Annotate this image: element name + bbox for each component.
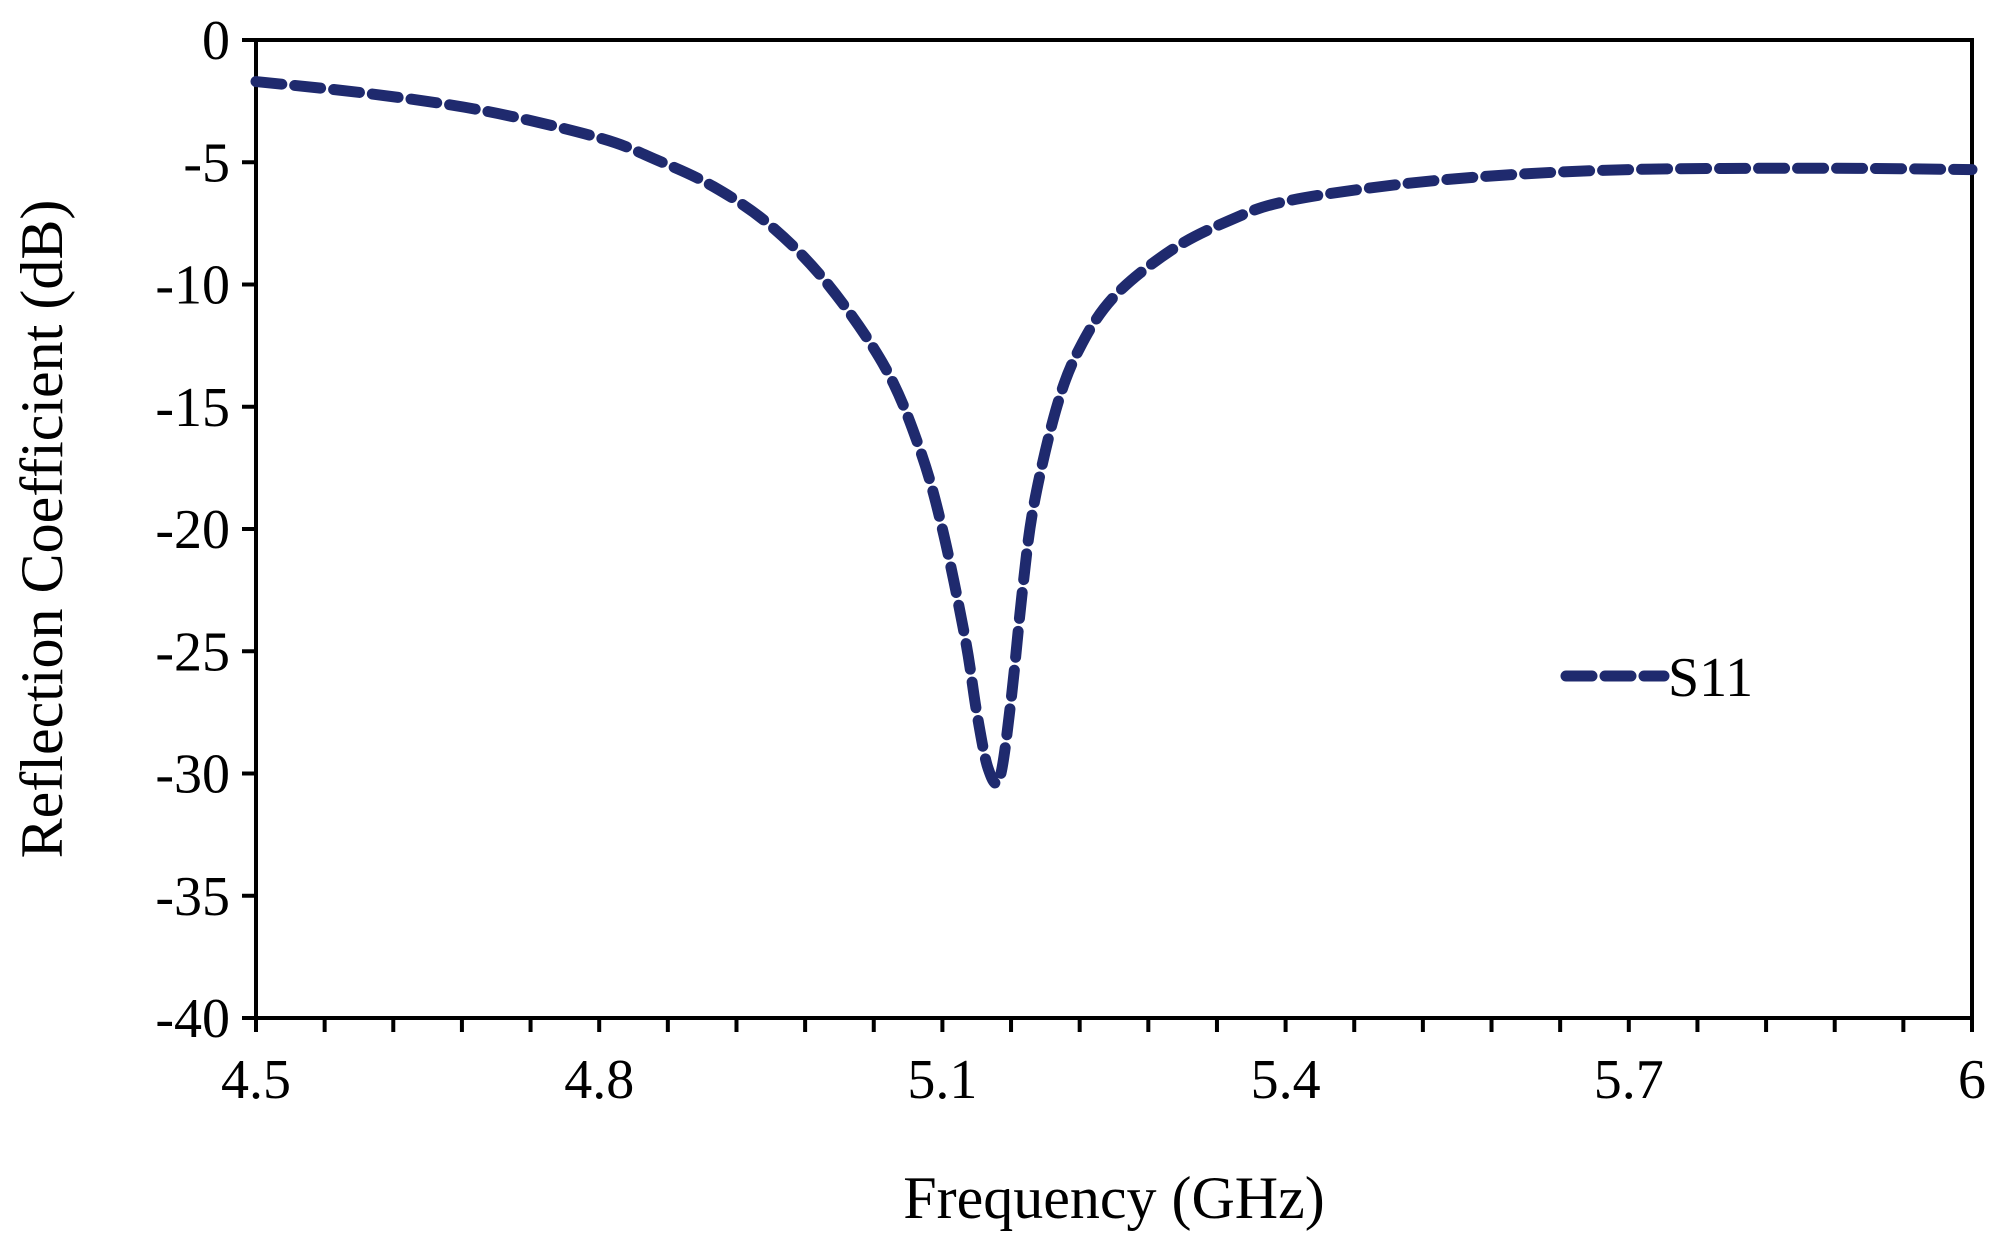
legend-label-s11: S11 [1668, 647, 1753, 709]
legend: S11 [1560, 647, 1753, 709]
y-tick-label: -35 [155, 866, 230, 928]
y-tick-label: -15 [155, 377, 230, 439]
x-tick-label: 5.7 [1594, 1049, 1664, 1111]
y-tick-label: 0 [202, 10, 230, 72]
x-tick-label: 4.5 [221, 1049, 291, 1111]
x-axis-title: Frequency (GHz) [903, 1165, 1325, 1231]
y-tick-label: -20 [155, 499, 230, 561]
y-tick-label: -40 [155, 988, 230, 1050]
y-tick-label: -30 [155, 744, 230, 806]
x-tick-label: 6 [1958, 1049, 1986, 1111]
series-line-s11 [250, 76, 1978, 789]
plot-frame [254, 38, 1974, 1020]
x-tick-label: 4.8 [564, 1049, 634, 1111]
axes-layer [254, 38, 1974, 1020]
y-tick-label: -25 [155, 621, 230, 683]
series-layer [250, 76, 1978, 789]
y-tick-label: -5 [183, 132, 230, 194]
y-tick-label: -10 [155, 255, 230, 317]
x-tick-label: 5.1 [907, 1049, 977, 1111]
y-axis-title: Reflection Coefficient (dB) [9, 200, 75, 859]
ticks-layer: 0 -5 -10 -15 -20 -25 -30 -35 -404.5 4.8 5.1 5.4 5.7 6 [155, 10, 1986, 1111]
x-tick-label: 5.4 [1251, 1049, 1321, 1111]
